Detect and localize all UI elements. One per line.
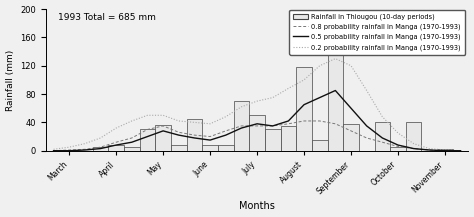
Bar	[218, 145, 234, 151]
Bar	[187, 119, 202, 151]
Bar	[390, 147, 406, 151]
Bar	[249, 115, 265, 151]
Bar	[124, 147, 140, 151]
Bar	[281, 126, 296, 151]
Bar	[155, 125, 171, 151]
Bar	[265, 130, 281, 151]
Y-axis label: Rainfall (mm): Rainfall (mm)	[6, 49, 15, 110]
Bar	[171, 145, 187, 151]
Bar	[312, 140, 328, 151]
Bar	[109, 145, 124, 151]
Bar	[140, 130, 155, 151]
Bar	[296, 67, 312, 151]
Text: 1993 Total = 685 mm: 1993 Total = 685 mm	[58, 13, 156, 22]
X-axis label: Months: Months	[239, 201, 275, 211]
Bar	[328, 55, 343, 151]
Bar	[234, 101, 249, 151]
Bar	[437, 149, 453, 151]
Bar	[406, 122, 421, 151]
Bar	[202, 145, 218, 151]
Bar	[343, 124, 359, 151]
Legend: Rainfall in Thiougou (10-day periods), 0.8 probability rainfall in Manga (1970-1: Rainfall in Thiougou (10-day periods), 0…	[290, 10, 465, 54]
Bar	[93, 147, 109, 151]
Bar	[374, 122, 390, 151]
